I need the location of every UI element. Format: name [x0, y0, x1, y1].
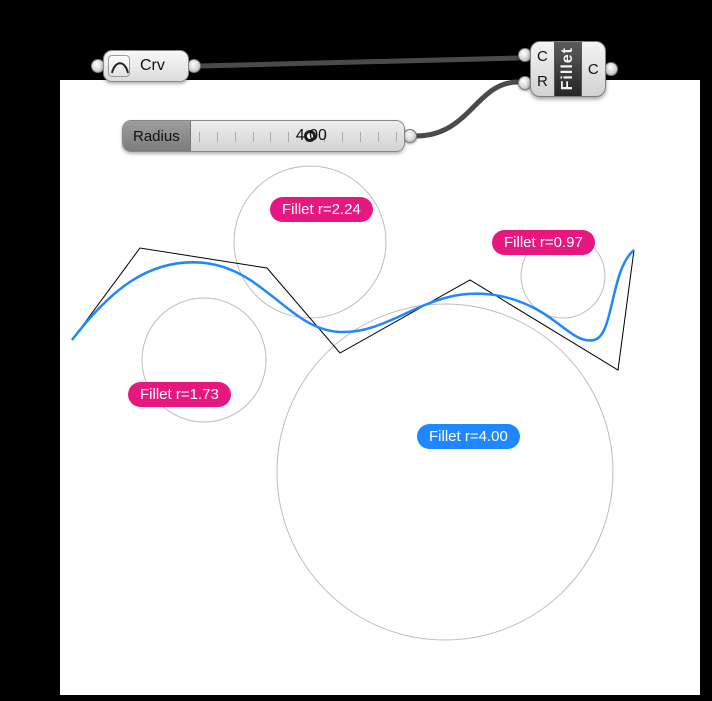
fillet-output-port-c[interactable]: [604, 62, 618, 76]
fillet-radius-badge: Fillet r=1.73: [128, 382, 231, 407]
fillet-input-labels: C R: [531, 42, 554, 96]
fillet-component-node[interactable]: C R Fillet C: [518, 41, 623, 97]
slider-output-port[interactable]: [403, 129, 417, 143]
wire: [201, 58, 518, 66]
crv-param-node[interactable]: Crv: [91, 50, 201, 82]
crv-node-label: Crv: [140, 57, 165, 75]
fillet-output-label-c: C: [588, 61, 599, 78]
fillet-radius-badge: Fillet r=4.00: [417, 424, 520, 449]
slider-value-label: 4.00: [296, 127, 327, 145]
fillet-input-label-r: R: [537, 73, 548, 90]
fillet-input-label-c: C: [537, 48, 548, 65]
fillet-radius-badge: Fillet r=2.24: [270, 197, 373, 222]
fillet-output-labels: C: [582, 42, 605, 96]
fillet-title-strip: Fillet: [554, 42, 582, 96]
curve-icon: [108, 55, 130, 77]
slider-body[interactable]: Radius 4.00: [122, 120, 405, 152]
slider-name-label: Radius: [123, 121, 191, 151]
crv-output-port[interactable]: [187, 59, 201, 73]
radius-slider-node[interactable]: Radius 4.00: [122, 120, 417, 152]
fillet-radius-badge: Fillet r=0.97: [492, 230, 595, 255]
fillet-vertical-label: Fillet: [559, 47, 577, 90]
fillet-node-body[interactable]: C R Fillet C: [530, 41, 606, 97]
crv-node-body[interactable]: Crv: [103, 50, 189, 82]
slider-track[interactable]: 4.00: [191, 121, 404, 151]
